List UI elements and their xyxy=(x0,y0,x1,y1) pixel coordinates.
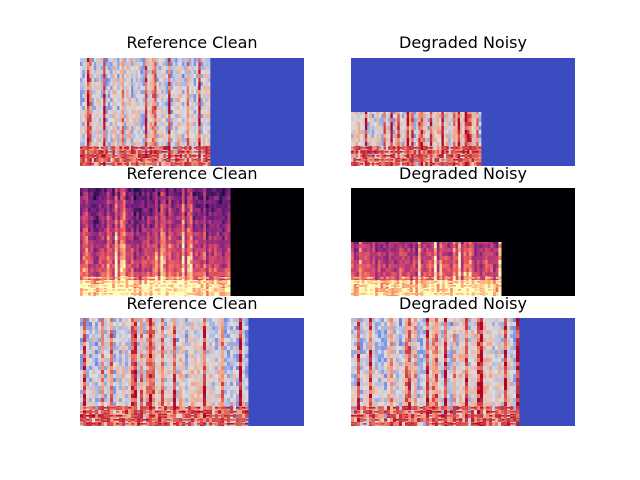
heatmap-cells xyxy=(80,318,249,426)
panel-title: Reference Clean xyxy=(126,33,258,52)
harmonic-stripes xyxy=(351,147,482,165)
spectrogram-heatmap xyxy=(80,188,304,296)
spectrogram-panel xyxy=(351,188,575,296)
panel-title: Degraded Noisy xyxy=(399,33,527,52)
harmonic-stripes xyxy=(351,407,520,425)
spectrogram-panel xyxy=(80,58,304,166)
spectrogram-heatmap xyxy=(351,318,575,426)
spectrogram-panel xyxy=(351,58,575,166)
heatmap-cells xyxy=(351,112,482,166)
spectrogram-panel xyxy=(80,188,304,296)
panel-title: Degraded Noisy xyxy=(399,164,527,183)
harmonic-stripes xyxy=(80,407,249,425)
panel-title: Reference Clean xyxy=(126,164,258,183)
spectrogram-heatmap xyxy=(80,58,304,166)
spectrogram-heatmap xyxy=(80,318,304,426)
heatmap-cells xyxy=(80,188,231,296)
heatmap-cells xyxy=(80,58,211,166)
harmonic-stripes xyxy=(351,277,502,295)
spectrogram-panel xyxy=(80,318,304,426)
spectrogram-heatmap xyxy=(351,188,575,296)
harmonic-stripes xyxy=(80,147,211,165)
spectrogram-heatmap xyxy=(351,58,575,166)
spectrogram-panel xyxy=(351,318,575,426)
panel-title: Degraded Noisy xyxy=(399,294,527,313)
harmonic-stripes xyxy=(80,277,231,295)
heatmap-cells xyxy=(351,318,520,426)
panel-title: Reference Clean xyxy=(126,294,258,313)
heatmap-cells xyxy=(351,242,502,296)
